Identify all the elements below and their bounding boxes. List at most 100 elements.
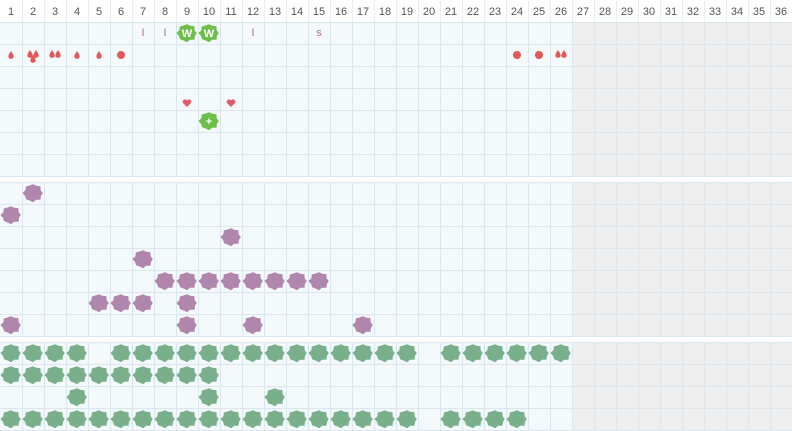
green-mark-shape bbox=[154, 410, 175, 429]
day-number: 25 bbox=[533, 6, 545, 18]
green-mark bbox=[154, 344, 175, 363]
dot bbox=[535, 51, 543, 59]
purple-mark-shape bbox=[220, 272, 241, 291]
green-mark bbox=[550, 344, 571, 363]
drop bbox=[33, 50, 39, 58]
green-mark bbox=[484, 410, 505, 429]
green-mark-shape bbox=[396, 410, 417, 429]
plus-marker-shape bbox=[198, 112, 219, 131]
day-number: 1 bbox=[8, 6, 14, 18]
green-mark bbox=[22, 344, 43, 363]
green-mark-shape bbox=[88, 366, 109, 385]
day-number: 13 bbox=[269, 6, 281, 18]
green-mark bbox=[176, 344, 197, 363]
green-mark-shape bbox=[198, 366, 219, 385]
green-mark-shape bbox=[176, 410, 197, 429]
purple-mark-shape bbox=[352, 316, 373, 335]
drop bbox=[74, 51, 80, 59]
green-mark bbox=[286, 344, 307, 363]
green-mark-shape bbox=[462, 344, 483, 363]
day-number: 3 bbox=[52, 6, 58, 18]
green-mark bbox=[22, 366, 43, 385]
day-number: 9 bbox=[184, 6, 190, 18]
green-mark bbox=[44, 366, 65, 385]
green-mark bbox=[176, 410, 197, 429]
purple-mark-shape bbox=[308, 272, 329, 291]
green-mark bbox=[374, 344, 395, 363]
green-mark-shape bbox=[176, 366, 197, 385]
purple-mark bbox=[22, 184, 43, 203]
green-mark bbox=[308, 410, 329, 429]
section-gap bbox=[0, 336, 792, 342]
green-mark-shape bbox=[44, 410, 65, 429]
green-mark bbox=[132, 366, 153, 385]
purple-mark bbox=[154, 272, 175, 291]
green-mark bbox=[220, 344, 241, 363]
section-gap bbox=[0, 176, 792, 182]
purple-mark-shape bbox=[264, 272, 285, 291]
green-mark bbox=[88, 366, 109, 385]
green-mark-shape bbox=[330, 410, 351, 429]
green-mark-shape bbox=[110, 366, 131, 385]
purple-mark-shape bbox=[242, 272, 263, 291]
drop bbox=[49, 50, 55, 58]
green-mark bbox=[22, 410, 43, 429]
green-mark bbox=[66, 388, 87, 407]
text-marker: I bbox=[141, 27, 144, 39]
green-mark-shape bbox=[264, 344, 285, 363]
day-number: 34 bbox=[731, 6, 743, 18]
green-mark bbox=[198, 366, 219, 385]
day-number: 17 bbox=[357, 6, 369, 18]
green-mark bbox=[0, 366, 21, 385]
green-mark bbox=[352, 410, 373, 429]
purple-mark-shape bbox=[132, 250, 153, 269]
green-mark bbox=[88, 410, 109, 429]
purple-mark bbox=[176, 294, 197, 313]
purple-mark-shape bbox=[0, 316, 21, 335]
day-number: 31 bbox=[665, 6, 677, 18]
green-mark-shape bbox=[132, 410, 153, 429]
green-mark bbox=[66, 366, 87, 385]
purple-mark bbox=[88, 294, 109, 313]
day-number: 28 bbox=[599, 6, 611, 18]
day-number: 7 bbox=[140, 6, 146, 18]
green-mark bbox=[440, 410, 461, 429]
purple-mark bbox=[132, 294, 153, 313]
green-mark bbox=[242, 344, 263, 363]
dot bbox=[513, 51, 521, 59]
purple-mark-shape bbox=[0, 206, 21, 225]
green-mark-shape bbox=[66, 366, 87, 385]
green-mark bbox=[484, 344, 505, 363]
day-number: 32 bbox=[687, 6, 699, 18]
day-number: 18 bbox=[379, 6, 391, 18]
green-mark bbox=[440, 344, 461, 363]
heart bbox=[226, 99, 236, 107]
green-mark bbox=[198, 388, 219, 407]
green-mark-shape bbox=[220, 410, 241, 429]
green-mark-shape bbox=[22, 410, 43, 429]
day-number: 24 bbox=[511, 6, 523, 18]
green-mark-shape bbox=[44, 366, 65, 385]
purple-mark bbox=[286, 272, 307, 291]
day-number: 29 bbox=[621, 6, 633, 18]
green-mark-shape bbox=[132, 366, 153, 385]
purple-mark-shape bbox=[22, 184, 43, 203]
drop bbox=[8, 51, 14, 59]
day-number: 30 bbox=[643, 6, 655, 18]
green-mark bbox=[242, 410, 263, 429]
green-mark-shape bbox=[44, 344, 65, 363]
purple-mark bbox=[0, 206, 21, 225]
green-mark-shape bbox=[484, 344, 505, 363]
purple-mark-shape bbox=[154, 272, 175, 291]
green-mark bbox=[506, 410, 527, 429]
green-marker-label: W bbox=[182, 28, 193, 40]
green-mark bbox=[330, 344, 351, 363]
green-mark bbox=[396, 344, 417, 363]
day-number: 21 bbox=[445, 6, 457, 18]
purple-mark-shape bbox=[286, 272, 307, 291]
day-number: 6 bbox=[118, 6, 124, 18]
purple-mark-shape bbox=[242, 316, 263, 335]
green-mark bbox=[220, 410, 241, 429]
day-number: 15 bbox=[313, 6, 325, 18]
